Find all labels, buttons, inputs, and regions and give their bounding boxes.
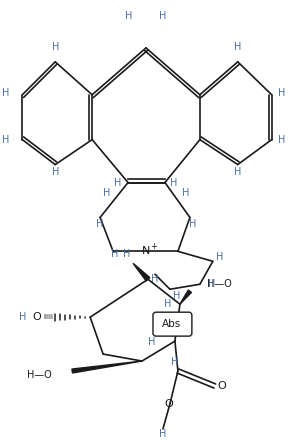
Text: H: H xyxy=(111,249,119,259)
Text: H: H xyxy=(171,357,179,367)
Text: H—O: H—O xyxy=(28,370,52,380)
Text: H: H xyxy=(170,177,178,187)
Text: Abs: Abs xyxy=(162,319,182,329)
Text: H: H xyxy=(125,11,133,21)
FancyBboxPatch shape xyxy=(153,312,192,336)
Text: H: H xyxy=(151,274,159,284)
Text: H: H xyxy=(123,249,131,259)
Text: H: H xyxy=(96,220,104,229)
Text: H: H xyxy=(208,279,216,289)
Polygon shape xyxy=(180,290,191,304)
Text: H: H xyxy=(164,299,172,309)
Text: +: + xyxy=(151,242,157,251)
Text: H—O: H—O xyxy=(207,279,231,289)
Text: H: H xyxy=(2,88,9,98)
Text: N: N xyxy=(142,246,150,257)
Text: O: O xyxy=(217,381,226,391)
Text: H: H xyxy=(159,429,167,439)
Text: H: H xyxy=(173,291,180,301)
Text: iiiii: iiiii xyxy=(43,314,53,320)
Text: H: H xyxy=(19,312,26,322)
Text: H: H xyxy=(189,220,197,229)
Text: O: O xyxy=(165,399,173,409)
Text: H: H xyxy=(182,188,190,198)
Text: H: H xyxy=(159,11,167,21)
Text: H: H xyxy=(278,88,285,98)
Text: H: H xyxy=(234,42,241,52)
Text: H: H xyxy=(2,135,9,145)
Text: O: O xyxy=(32,312,41,322)
Text: H: H xyxy=(148,337,156,347)
Polygon shape xyxy=(133,263,150,281)
Text: H: H xyxy=(52,42,59,52)
Polygon shape xyxy=(72,361,142,373)
Text: H: H xyxy=(103,188,111,198)
Text: H: H xyxy=(278,135,285,145)
Text: H: H xyxy=(216,252,224,262)
Text: H: H xyxy=(234,167,241,176)
Text: H: H xyxy=(52,167,59,176)
Text: H: H xyxy=(114,177,122,187)
